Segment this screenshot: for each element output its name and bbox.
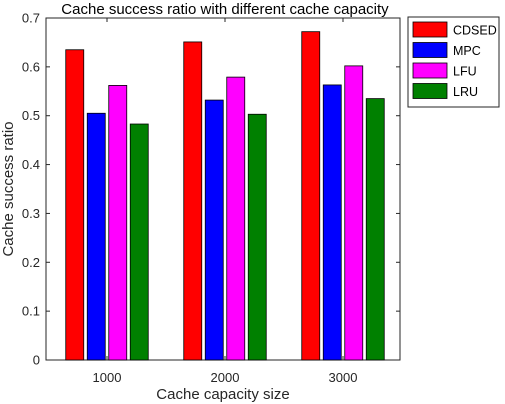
bar-cdsed-1000 xyxy=(65,49,85,361)
x-tick-label: 3000 xyxy=(329,370,358,385)
bar-lru-2000 xyxy=(247,113,267,361)
bar-mpc-1000 xyxy=(86,112,106,361)
y-tick-label: 0.7 xyxy=(22,11,40,26)
legend-swatch-mpc xyxy=(412,42,448,58)
bar-cdsed-3000 xyxy=(301,31,321,361)
legend-label-mpc: MPC xyxy=(453,44,481,58)
plot-area: 0 0.1 0.2 0.3 0.4 0.5 0.6 0.7 1000 2000 3000 xyxy=(22,11,401,385)
legend: CDSED MPC LFU LRU xyxy=(407,16,500,108)
x-axis-label: Cache capacity size xyxy=(156,386,289,403)
y-tick-label: 0.5 xyxy=(22,108,40,123)
bar-lfu-2000 xyxy=(226,76,246,361)
y-tick-label: 0.2 xyxy=(22,255,40,270)
y-tick-label: 0.3 xyxy=(22,206,40,221)
bar-lfu-1000 xyxy=(108,85,128,361)
y-tick-label: 0.4 xyxy=(22,157,40,172)
bar-mpc-2000 xyxy=(204,99,224,361)
y-tick-label: 0 xyxy=(33,353,40,368)
legend-label-lru: LRU xyxy=(453,85,478,99)
legend-label-lfu: LFU xyxy=(453,65,477,79)
y-axis-label: Cache success ratio xyxy=(0,121,17,256)
bar-lru-1000 xyxy=(129,123,149,361)
bar-cdsed-2000 xyxy=(183,41,203,361)
x-tick-label: 2000 xyxy=(211,370,240,385)
x-tick-label: 1000 xyxy=(93,370,122,385)
bar-lfu-3000 xyxy=(344,65,364,361)
y-tick-label: 0.1 xyxy=(22,304,40,319)
legend-swatch-cdsed xyxy=(412,21,448,38)
legend-label-cdsed: CDSED xyxy=(453,24,497,38)
legend-swatch-lfu xyxy=(412,62,448,79)
bar-lru-3000 xyxy=(365,98,385,361)
legend-swatch-lru xyxy=(412,83,448,99)
chart-title: Cache success ratio with different cache… xyxy=(61,1,389,18)
bar-mpc-3000 xyxy=(322,84,342,361)
y-tick-label: 0.6 xyxy=(22,59,40,74)
